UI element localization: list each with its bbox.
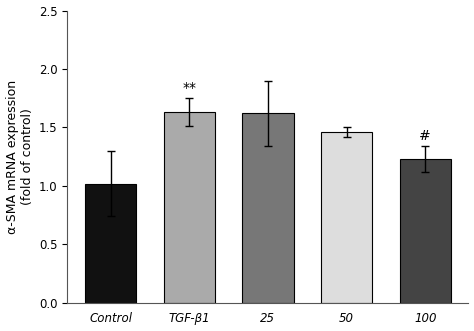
Text: **: ** <box>182 81 196 95</box>
Text: #: # <box>419 129 431 143</box>
Bar <box>321 132 372 303</box>
Bar <box>400 159 451 303</box>
Bar <box>164 112 215 303</box>
Y-axis label: α-SMA mRNA expression
(fold of control): α-SMA mRNA expression (fold of control) <box>6 79 34 234</box>
Bar <box>242 114 293 303</box>
Bar <box>85 183 136 303</box>
